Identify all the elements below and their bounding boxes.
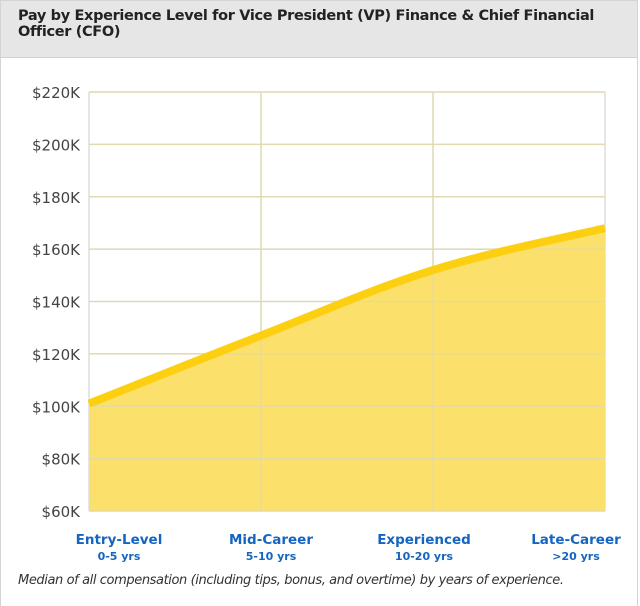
y-tick-label: $120K: [32, 346, 81, 364]
y-tick-label: $220K: [32, 84, 81, 102]
y-tick-label: $200K: [32, 136, 81, 154]
x-category-years: >20 yrs: [552, 550, 600, 563]
pay-area-fill: [89, 228, 605, 512]
experience-pay-chart: $60K $80K $100K $120K $140K $160K $180K $200K $2…: [32, 84, 621, 563]
chart-caption: Median of all compensation (including ti…: [18, 573, 564, 588]
x-category-label: Entry-Level: [76, 532, 163, 548]
x-category-label: Late-Career: [531, 532, 621, 548]
y-tick-label: $160K: [32, 241, 81, 259]
chart-header: Pay by Experience Level for Vice Preside…: [1, 1, 637, 58]
y-tick-label: $180K: [32, 189, 81, 207]
chart-grid-overlay: [89, 91, 605, 512]
x-axis-labels: Entry-Level 0-5 yrs Mid-Career 5-10 yrs Expe…: [76, 532, 621, 563]
y-axis-labels: $60K $80K $100K $120K $140K $160K $180K $200K $2…: [32, 84, 81, 521]
y-tick-label: $140K: [32, 294, 81, 312]
pay-trend-line: [87, 224, 606, 408]
chart-title: Pay by Experience Level for Vice Preside…: [18, 8, 595, 40]
x-category-label: Experienced: [377, 532, 471, 548]
x-category-label: Mid-Career: [229, 532, 313, 548]
y-tick-label: $80K: [42, 451, 82, 469]
x-category-years: 5-10 yrs: [246, 550, 297, 563]
x-category-years: 10-20 yrs: [395, 550, 454, 563]
y-tick-label: $60K: [42, 503, 82, 521]
y-tick-label: $100K: [32, 398, 81, 416]
x-category-years: 0-5 yrs: [98, 550, 141, 563]
